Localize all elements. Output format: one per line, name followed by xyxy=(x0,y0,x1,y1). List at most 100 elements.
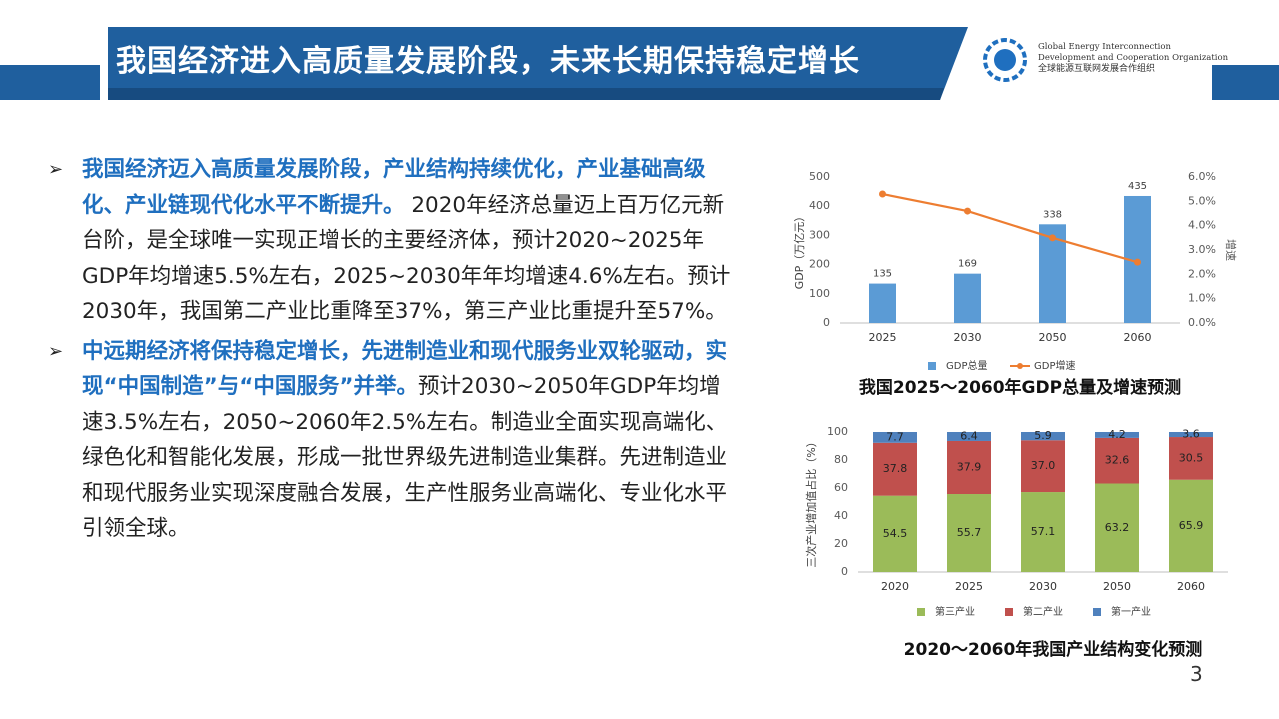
legend-swatch xyxy=(928,362,936,370)
bullet-text: 预计2030~2050年GDP年均增速3.5%左右，2050~2060年2.5%… xyxy=(82,374,728,541)
banner-left xyxy=(0,65,100,100)
y-tick-label: 40 xyxy=(834,509,848,522)
bar xyxy=(947,494,991,572)
data-label: 338 xyxy=(1043,209,1062,220)
data-label: 6.4 xyxy=(960,429,978,442)
bar xyxy=(1021,440,1065,493)
x-tick-label: 2025 xyxy=(955,580,983,593)
data-label: 30.5 xyxy=(1179,451,1204,464)
bar xyxy=(947,432,991,441)
bullet-highlight: 我国经济迈入高质量发展阶段，产业结构持续优化，产业基础高级化、产业链现代化水平不… xyxy=(82,157,706,218)
bullet: ➢ 中远期经济将保持稳定增长，先进制造业和现代服务业双轮驱动，实现“中国制造”与“… xyxy=(48,338,728,542)
bar xyxy=(873,495,917,572)
org-en: Global Energy Interconnection xyxy=(1038,42,1171,52)
bar xyxy=(1021,492,1065,572)
data-label: 4.2 xyxy=(1108,428,1126,441)
bar xyxy=(954,273,981,323)
line-point xyxy=(964,207,971,215)
org-en: Development and Cooperation Organization xyxy=(1038,53,1229,63)
y-tick-label: 80 xyxy=(834,453,848,466)
y2-axis-label: 增速 xyxy=(1224,239,1238,261)
y-tick-label: 100 xyxy=(827,425,848,438)
bar xyxy=(947,440,991,495)
bullet: ➢ 我国经济迈入高质量发展阶段，产业结构持续优化，产业基础高级化、产业链现代化水平… xyxy=(48,157,731,325)
slide-title: 我国经济进入高质量发展阶段，未来长期保持稳定增长 xyxy=(116,44,860,79)
data-label: 65.9 xyxy=(1179,519,1204,532)
data-label: 55.7 xyxy=(957,526,982,539)
legend-label: 第二产业 xyxy=(1023,605,1063,618)
legend-label: 第一产业 xyxy=(1111,605,1151,618)
legend-swatch xyxy=(1017,363,1023,369)
data-label: 32.6 xyxy=(1105,454,1130,467)
banner xyxy=(108,27,968,100)
y-tick-label: 0 xyxy=(841,565,848,578)
x-tick-label: 2025 xyxy=(869,331,897,344)
page-number: 3 xyxy=(1190,662,1203,686)
y-tick-label: 0 xyxy=(823,316,830,329)
bar xyxy=(1095,483,1139,572)
data-label: 7.7 xyxy=(886,430,904,443)
bar xyxy=(1169,437,1213,480)
y-tick-label: 60 xyxy=(834,481,848,494)
y-tick-label: 400 xyxy=(809,199,830,212)
y-tick-label: 20 xyxy=(834,537,848,550)
bar xyxy=(873,432,917,443)
y-axis-label: 三次产业增加值占比（%） xyxy=(804,436,818,567)
legend-label: GDP增速 xyxy=(1034,359,1075,372)
y-tick-label: 100 xyxy=(809,287,830,300)
legend-label: 第三产业 xyxy=(935,605,975,618)
data-label: 435 xyxy=(1128,181,1147,192)
x-tick-label: 2060 xyxy=(1177,580,1205,593)
y2-tick-label: 6.0% xyxy=(1188,170,1216,183)
chart-title: 我国2025～2060年GDP总量及增速预测 xyxy=(859,377,1181,398)
bar xyxy=(1169,479,1213,572)
data-label: 63.2 xyxy=(1105,521,1130,534)
legend-swatch xyxy=(917,608,925,616)
y-tick-label: 500 xyxy=(809,170,830,183)
y2-tick-label: 1.0% xyxy=(1188,292,1216,305)
x-tick-label: 2050 xyxy=(1039,331,1067,344)
y2-tick-label: 5.0% xyxy=(1188,194,1216,207)
bullet-text: 2020年经济总量迈上百万亿元新台阶，是全球唯一实现正增长的主要经济体，预计20… xyxy=(82,192,731,325)
bar xyxy=(869,283,896,323)
org: Global Energy Interconnection Developmen… xyxy=(1038,42,1228,75)
data-label: 37.0 xyxy=(1031,459,1056,472)
line-point xyxy=(879,190,886,198)
data-label: 37.9 xyxy=(957,460,982,473)
y2-tick-label: 4.0% xyxy=(1188,219,1216,232)
banner-right xyxy=(1212,65,1279,100)
bar xyxy=(1169,432,1213,438)
legend-swatch xyxy=(1093,608,1101,616)
line-point xyxy=(1049,234,1056,242)
org-cn: 全球能源互联网发展合作组织 xyxy=(1038,64,1156,74)
x-tick-label: 2030 xyxy=(1029,580,1057,593)
legend-label: GDP总量 xyxy=(946,359,987,372)
y2-tick-label: 0.0% xyxy=(1188,316,1216,329)
y-tick-label: 300 xyxy=(809,228,830,241)
bullet-highlight: 中远期经济将保持稳定增长，先进制造业和现代服务业双轮驱动，实现“中国制造”与“中… xyxy=(82,338,728,400)
logo xyxy=(983,38,1027,82)
y-axis-label: GDP（万亿元） xyxy=(793,211,806,290)
bullets: ➢ 我国经济迈入高质量发展阶段，产业结构持续优化，产业基础高级化、产业链现代化水平… xyxy=(48,152,738,551)
data-label: 37.8 xyxy=(883,462,908,475)
data-label: 54.5 xyxy=(883,527,908,540)
x-tick-label: 2030 xyxy=(954,331,982,344)
bar xyxy=(1095,432,1139,438)
y2-tick-label: 3.0% xyxy=(1188,243,1216,256)
bar xyxy=(873,442,917,496)
banner-shade xyxy=(108,88,944,100)
line-point xyxy=(1134,258,1141,266)
data-label: 57.1 xyxy=(1031,525,1056,538)
data-label: 5.9 xyxy=(1034,429,1052,442)
x-tick-label: 2020 xyxy=(881,580,909,593)
data-label: 169 xyxy=(958,259,977,270)
x-tick-label: 2060 xyxy=(1124,331,1152,344)
data-label: 135 xyxy=(873,269,892,280)
logo-core xyxy=(994,49,1016,71)
x-tick-label: 2050 xyxy=(1103,580,1131,593)
data-label: 3.6 xyxy=(1182,428,1200,441)
y-tick-label: 200 xyxy=(809,258,830,271)
line xyxy=(882,192,1138,264)
